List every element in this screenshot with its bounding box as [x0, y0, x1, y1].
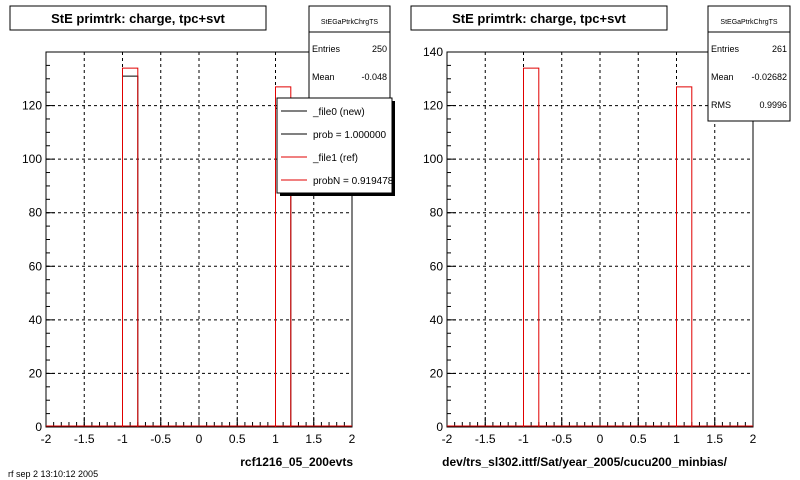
footer-text: rf sep 2 13:10:12 2005: [8, 469, 98, 479]
stats-title: StEGaPtrkChrgTS: [321, 19, 379, 26]
histogram-bar: [275, 86, 292, 427]
legend-label: _file0 (new): [312, 107, 365, 118]
x-tick-label: 2: [750, 432, 757, 446]
x-tick-label: -2: [41, 432, 52, 446]
y-tick-label: 60: [430, 259, 444, 273]
x-tick-label: 0.5: [229, 432, 246, 446]
x-tick-label: 1: [272, 432, 279, 446]
x-tick-label: 1: [673, 432, 680, 446]
legend-label: probN = 0.919478: [313, 176, 394, 187]
stats-title: StEGaPtrkChrgTS: [720, 19, 778, 26]
y-tick-label: 80: [29, 206, 43, 220]
y-tick-label: 40: [29, 313, 43, 327]
x-tick-label: 0: [196, 432, 203, 446]
y-tick-label: 20: [430, 366, 444, 380]
x-tick-label: 0.5: [630, 432, 647, 446]
histogram-bar: [676, 86, 693, 427]
stats-label: Mean: [312, 72, 335, 82]
y-tick-label: 60: [29, 259, 43, 273]
y-tick-label: 120: [22, 99, 42, 113]
title-box: [9, 5, 267, 31]
stats-value: -0.02682: [751, 72, 787, 82]
x-tick-label: 2: [349, 432, 356, 446]
stats-value: 250: [372, 44, 387, 54]
legend-box: [276, 97, 393, 194]
chart-right: StE primtrk: charge, tpc+svt -2 -1.5 -1 -0.…: [410, 5, 791, 469]
stats-value: 261: [772, 44, 787, 54]
title-box: [410, 5, 668, 31]
stats-value: -0.048: [361, 72, 387, 82]
chart-title: StE primtrk: charge, tpc+svt: [452, 11, 626, 26]
stats-label: Mean: [711, 72, 734, 82]
legend-label: _file1 (ref): [312, 153, 358, 164]
histogram-bar: [523, 67, 540, 427]
legend-label: prob = 1.000000: [313, 130, 387, 141]
x-tick-label: 1.5: [706, 432, 723, 446]
stats-label: Entries: [711, 44, 740, 54]
x-tick-label: -0.5: [150, 432, 171, 446]
y-tick-label: 80: [430, 206, 444, 220]
x-tick-label: -1.5: [475, 432, 496, 446]
chart-left: StE primtrk: charge, tpc+svt -2 -1.5 -1 -0.…: [9, 5, 395, 469]
histogram-bar: [122, 67, 139, 427]
y-tick-label: 100: [22, 152, 42, 166]
x-tick-label: 0: [597, 432, 604, 446]
stats-label: RMS: [711, 100, 731, 110]
plot-area: -2 -1.5 -1 -0.5 0 0.5 1 1.5 2020406080100120StEG…: [22, 5, 395, 446]
chart-title: StE primtrk: charge, tpc+svt: [51, 11, 225, 26]
stats-box: [707, 5, 791, 122]
y-tick-label: 20: [29, 366, 43, 380]
stats-value: 0.9996: [759, 100, 787, 110]
y-tick-label: 40: [430, 313, 444, 327]
x-tick-label: -0.5: [551, 432, 572, 446]
x-tick-label: -1: [518, 432, 529, 446]
x-tick-label: 1.5: [305, 432, 322, 446]
y-tick-label: 140: [423, 45, 443, 59]
x-tick-label: -1: [117, 432, 128, 446]
plot-area: -2 -1.5 -1 -0.5 0 0.5 1 1.5 2020406080100120140S…: [423, 5, 791, 446]
x-tick-label: -2: [442, 432, 453, 446]
x-tick-label: -1.5: [74, 432, 95, 446]
x-axis-label: rcf1216_05_200evts: [240, 455, 353, 469]
y-tick-label: 0: [35, 420, 42, 434]
y-tick-label: 0: [436, 420, 443, 434]
y-tick-label: 120: [423, 99, 443, 113]
y-tick-label: 100: [423, 152, 443, 166]
stats-label: Entries: [312, 44, 341, 54]
stats-box: [308, 5, 391, 101]
x-axis-label: dev/trs_sl302.ittf/Sat/year_2005/cucu200…: [442, 455, 727, 469]
